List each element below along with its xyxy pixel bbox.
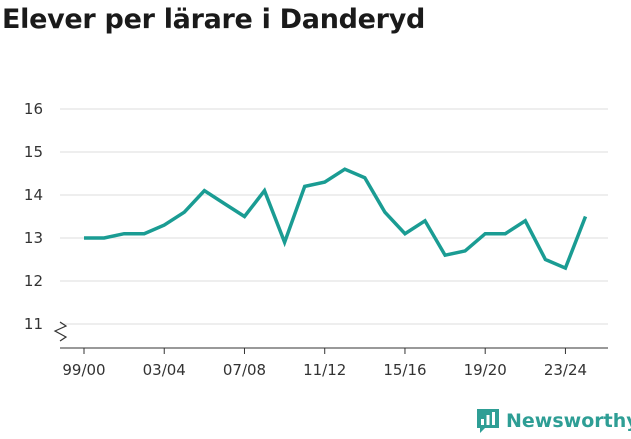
brand-name: Newsworthy bbox=[506, 410, 631, 432]
y-tick-label: 12 bbox=[24, 272, 43, 290]
x-tick-label: 99/00 bbox=[62, 361, 105, 379]
x-tick-label: 03/04 bbox=[143, 361, 186, 379]
y-tick-label: 16 bbox=[24, 100, 43, 118]
y-tick-label: 11 bbox=[24, 315, 43, 333]
series-line bbox=[84, 167, 588, 271]
x-tick-label: 11/12 bbox=[303, 361, 346, 379]
grid-lines bbox=[60, 108, 608, 325]
newsworthy-logo-icon bbox=[477, 409, 499, 433]
brand-logo: Newsworthy bbox=[476, 408, 631, 434]
y-tick-label: 14 bbox=[24, 186, 43, 204]
axis-break-icon bbox=[53, 321, 68, 342]
y-axis: 11 12 13 14 15 16 bbox=[24, 100, 43, 333]
x-tick-label: 23/24 bbox=[544, 361, 587, 379]
x-axis: 99/00 03/04 07/08 11/12 15/16 19/20 23/24 bbox=[62, 348, 587, 379]
axis-break-zigzag bbox=[53, 321, 68, 342]
y-tick-label: 13 bbox=[24, 229, 43, 247]
y-tick-label: 15 bbox=[24, 143, 43, 161]
x-tick-label: 19/20 bbox=[464, 361, 507, 379]
x-tick-label: 15/16 bbox=[383, 361, 426, 379]
x-tick-label: 07/08 bbox=[223, 361, 266, 379]
chart-title: Elever per lärare i Danderyd bbox=[2, 4, 426, 35]
